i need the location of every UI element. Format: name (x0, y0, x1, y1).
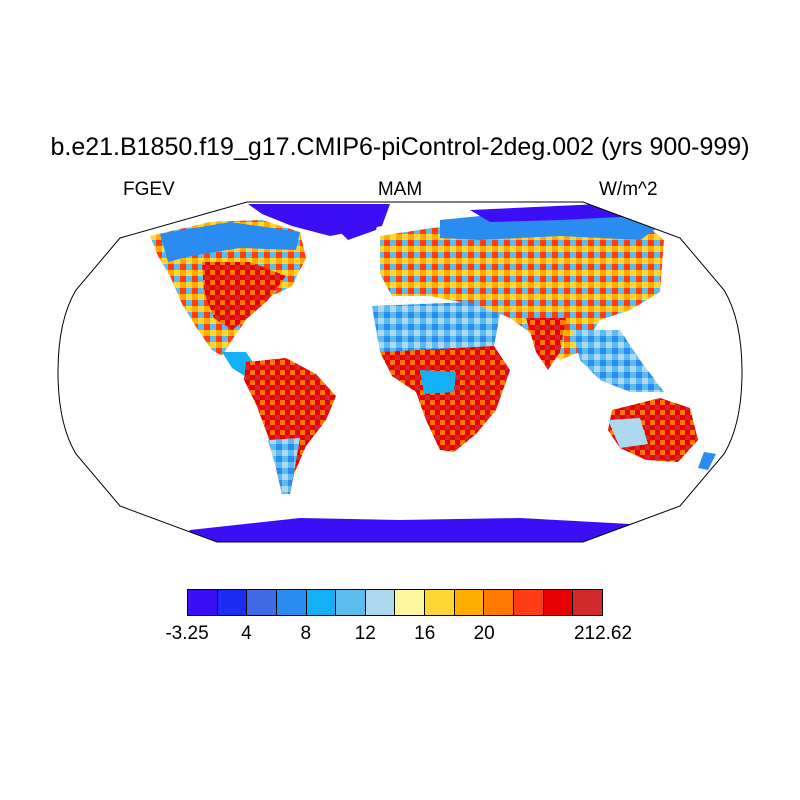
colorbar-box (306, 590, 337, 615)
colorbar-box (217, 590, 248, 615)
north-america-warm-core (202, 262, 286, 330)
colorbar-tick-label: 212.62 (573, 623, 633, 644)
colorbar-tick-label: 16 (414, 623, 436, 644)
sahara-region (372, 302, 500, 354)
eurasia-region (380, 212, 664, 360)
colorbar-box (188, 590, 218, 615)
siberia-north-coast (470, 204, 640, 222)
africa-region (380, 346, 510, 452)
south-america-cool-south (268, 438, 300, 494)
new-zealand-region (698, 452, 716, 470)
colorbar-box (454, 590, 485, 615)
colorbar-tick-label: 20 (473, 623, 495, 644)
season-label: MAM (377, 179, 423, 200)
colorbar-tick-label: 12 (354, 623, 376, 644)
southeast-asia-region (572, 330, 664, 392)
map-boundary (57, 201, 743, 543)
colorbar (187, 589, 603, 616)
colorbar-box (425, 590, 455, 615)
colorbar-box (365, 590, 396, 615)
units-label: W/m^2 (599, 179, 658, 200)
colorbar-box (247, 590, 277, 615)
antarctica-region (182, 518, 630, 542)
colorbar-box (276, 590, 307, 615)
colorbar-box (336, 590, 366, 615)
south-america-region (244, 358, 336, 494)
central-africa-cool (420, 370, 456, 394)
canada-cool-region (160, 222, 300, 262)
colorbar-box (514, 590, 544, 615)
colorbar-box (395, 590, 426, 615)
colorbar-tick-label: 4 (241, 623, 252, 644)
india-region (526, 318, 566, 370)
colorbar-box (543, 590, 574, 615)
colorbar-box (573, 590, 602, 615)
land-field (150, 204, 716, 542)
colorbar-tick-label: -3.25 (165, 623, 209, 644)
australia-west-cool (608, 418, 648, 448)
variable-label: FGEV (123, 179, 175, 200)
greenland-region (332, 206, 382, 240)
colorbar-box (484, 590, 515, 615)
colorbar-tick-label: 8 (300, 623, 312, 644)
map-title: b.e21.B1850.f19_g17.CMIP6-piControl-2deg… (50, 133, 750, 161)
